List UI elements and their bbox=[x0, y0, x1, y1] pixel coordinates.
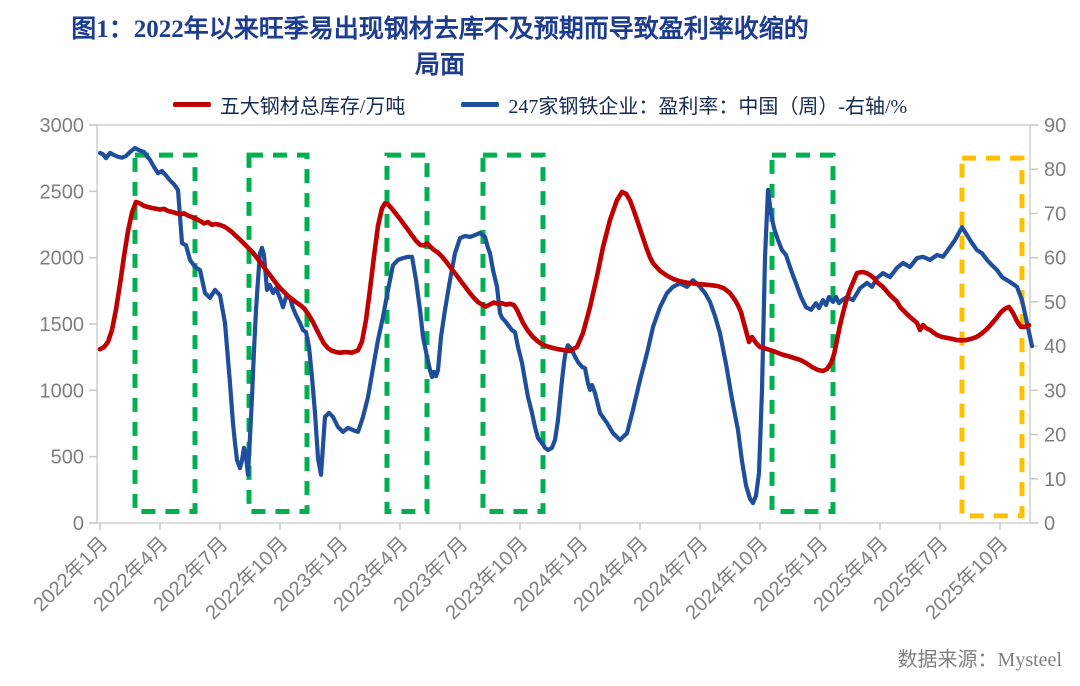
legend-item-inventory: 五大钢材总库存/万吨 bbox=[172, 90, 406, 119]
y-right-tick-label: 60 bbox=[1044, 248, 1066, 270]
y-left-tick-label: 2500 bbox=[40, 181, 85, 203]
legend-label-profit-rate: 247家钢铁企业：盈利率：中国（周）-右轴/% bbox=[508, 96, 908, 118]
figure-title-line2: 局面 bbox=[414, 52, 465, 79]
legend-line-swatch-red bbox=[172, 102, 211, 107]
y-right-tick-label: 0 bbox=[1044, 513, 1055, 535]
highlight-box-green bbox=[132, 152, 198, 515]
y-left-tick-label: 500 bbox=[51, 447, 84, 469]
data-source-note: 数据来源：Mysteel bbox=[897, 649, 1062, 671]
y-left-tick-label: 2000 bbox=[40, 248, 85, 270]
figure-title-line1: 图1：2022年以来旺季易出现钢材去库不及预期而导致盈利率收缩的 bbox=[71, 16, 809, 43]
y-left-tick-label: 1500 bbox=[40, 314, 85, 336]
highlight-box-green bbox=[246, 152, 310, 515]
highlight-box-yellow bbox=[959, 155, 1025, 519]
figure-title: 图1：2022年以来旺季易出现钢材去库不及预期而导致盈利率收缩的 局面 bbox=[0, 12, 880, 84]
y-right-tick-label: 80 bbox=[1044, 159, 1066, 181]
y-right-tick-label: 50 bbox=[1044, 292, 1066, 314]
series-line-profit-rate bbox=[97, 145, 1035, 506]
highlight-box-green bbox=[480, 152, 546, 515]
y-right-tick-label: 90 bbox=[1044, 115, 1066, 137]
series-line-inventory bbox=[97, 189, 1032, 374]
y-right-tick-label: 70 bbox=[1044, 203, 1066, 225]
y-right-tick-label: 40 bbox=[1044, 336, 1066, 358]
chart-legend: 五大钢材总库存/万吨 247家钢铁企业：盈利率：中国（周）-右轴/% bbox=[0, 90, 1080, 119]
y-right-tick-label: 10 bbox=[1044, 469, 1066, 491]
legend-line-swatch-blue bbox=[461, 102, 500, 107]
highlight-box-green bbox=[769, 152, 836, 515]
y-left-tick-label: 1000 bbox=[40, 380, 85, 402]
y-left-tick-label: 0 bbox=[73, 513, 84, 535]
y-left-tick-label: 3000 bbox=[40, 115, 85, 137]
legend-item-profit-rate: 247家钢铁企业：盈利率：中国（周）-右轴/% bbox=[461, 90, 907, 119]
highlight-box-green bbox=[384, 152, 430, 515]
legend-label-inventory: 五大钢材总库存/万吨 bbox=[219, 96, 406, 118]
y-right-tick-label: 20 bbox=[1044, 425, 1066, 447]
y-right-tick-label: 30 bbox=[1044, 380, 1066, 402]
